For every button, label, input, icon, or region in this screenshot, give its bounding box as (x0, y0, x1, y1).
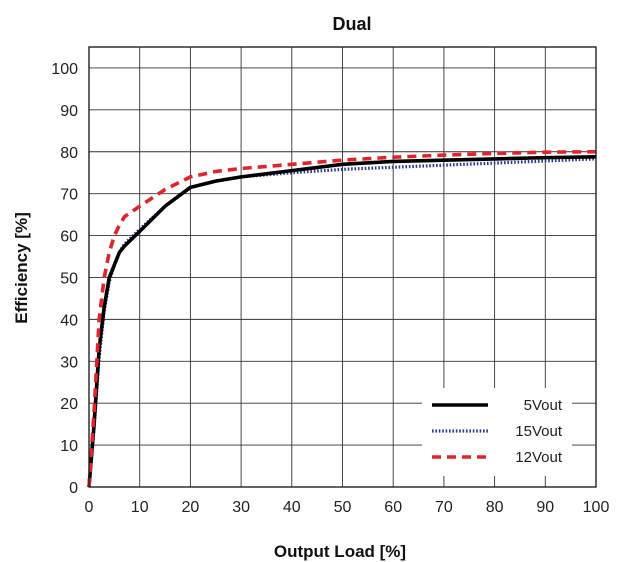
y-tick-label: 40 (60, 312, 78, 329)
legend: 5Vout 15Vout 12Vout (422, 388, 572, 476)
legend-label: 12Vout (515, 449, 563, 466)
x-tick-label: 60 (384, 499, 402, 516)
y-tick-label: 90 (60, 103, 78, 120)
y-tick-label: 0 (69, 480, 78, 497)
y-tick-label: 60 (60, 229, 78, 246)
legend-label: 5Vout (524, 397, 563, 414)
legend-label: 15Vout (515, 423, 563, 440)
series-line-12vout (87, 149, 597, 488)
x-tick-labels: 0 10 20 30 40 50 60 70 80 90 100 (85, 499, 610, 516)
y-tick-label: 50 (60, 270, 78, 287)
y-tick-labels: 0 10 20 30 40 50 60 70 80 90 100 (51, 61, 78, 497)
x-tick-label: 0 (85, 499, 94, 516)
y-axis-label: Efficiency [%] (12, 212, 31, 323)
y-tick-label: 30 (60, 354, 78, 371)
chart-title: Dual (332, 14, 371, 34)
series-line-5vout (87, 154, 597, 488)
plot-frame (88, 46, 597, 488)
x-tick-label: 80 (486, 499, 504, 516)
x-tick-label: 90 (536, 499, 554, 516)
y-tick-label: 80 (60, 145, 78, 162)
x-tick-label: 20 (182, 499, 200, 516)
x-tick-label: 50 (334, 499, 352, 516)
y-tick-label: 10 (60, 438, 78, 455)
y-tick-label: 20 (60, 396, 78, 413)
x-tick-label: 100 (583, 499, 610, 516)
x-tick-label: 70 (435, 499, 453, 516)
x-tick-label: 40 (283, 499, 301, 516)
x-tick-label: 10 (131, 499, 149, 516)
y-tick-label: 70 (60, 187, 78, 204)
series-layer (87, 149, 597, 488)
x-axis-label: Output Load [%] (274, 542, 406, 561)
y-tick-label: 100 (51, 61, 78, 78)
x-tick-label: 30 (232, 499, 250, 516)
